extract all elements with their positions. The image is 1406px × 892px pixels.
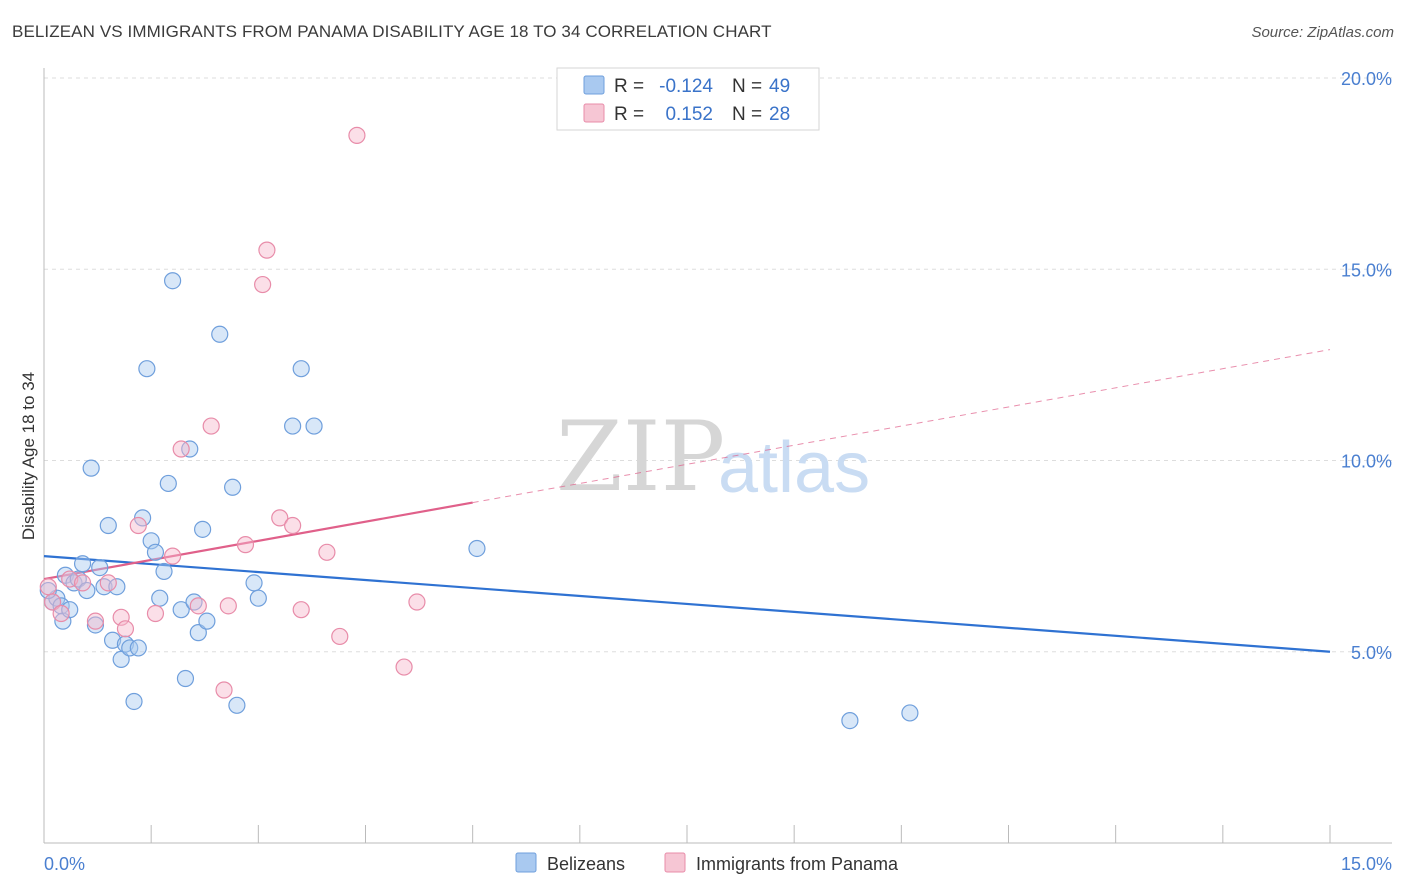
legend-r-label-blue: R = <box>614 76 644 97</box>
point-panama <box>408 593 426 611</box>
legend-n-label-blue: N = <box>732 76 762 97</box>
bottom-legend-swatch-belizeans <box>515 852 537 873</box>
point-belizeans <box>305 417 323 435</box>
point-belizeans <box>129 639 147 657</box>
point-belizeans <box>228 696 246 714</box>
point-panama <box>129 516 147 535</box>
point-panama <box>219 597 237 615</box>
legend-swatch-blue <box>583 75 605 95</box>
y-tick-label: 15.0% <box>1341 260 1392 280</box>
trend-line-panama <box>43 501 473 581</box>
point-belizeans <box>245 574 263 592</box>
point-belizeans <box>151 589 169 607</box>
point-belizeans <box>73 555 92 573</box>
point-panama <box>172 440 190 458</box>
point-panama <box>292 601 310 619</box>
point-belizeans <box>86 616 105 634</box>
point-panama <box>164 547 182 565</box>
point-panama <box>189 597 207 615</box>
point-belizeans <box>108 578 126 596</box>
legend-swatch-pink <box>583 103 605 123</box>
point-panama <box>116 620 135 638</box>
point-belizeans <box>99 516 117 535</box>
point-panama <box>39 578 57 596</box>
chart-title: BELIZEAN VS IMMIGRANTS FROM PANAMA DISAB… <box>12 22 772 41</box>
point-panama <box>86 612 105 630</box>
y-tick-label: 10.0% <box>1341 452 1392 472</box>
y-tick-label: 20.0% <box>1341 69 1392 89</box>
point-panama <box>284 516 302 535</box>
bottom-legend: Belizeans Immigrants from Panama <box>515 852 899 874</box>
point-belizeans <box>249 589 267 607</box>
point-panama <box>331 627 349 646</box>
source-label: Source: ZipAtlas.com <box>1251 24 1394 41</box>
point-belizeans <box>284 417 302 435</box>
point-belizeans <box>138 360 156 378</box>
y-axis-label: Disability Age 18 to 34 <box>19 372 38 540</box>
bottom-legend-swatch-panama <box>664 852 686 873</box>
point-belizeans <box>211 325 229 343</box>
point-belizeans <box>155 562 173 581</box>
scatter-points <box>39 126 919 730</box>
point-panama <box>202 417 220 435</box>
point-panama <box>99 574 117 592</box>
grid-lines <box>44 77 1392 653</box>
trend-lines <box>43 349 1331 653</box>
point-belizeans <box>224 478 242 496</box>
x-tick-label-max: 15.0% <box>1341 854 1392 874</box>
point-belizeans <box>841 711 859 730</box>
point-belizeans <box>91 558 109 577</box>
bottom-legend-belizeans: Belizeans <box>547 854 625 874</box>
y-tick-label: 5.0% <box>1351 643 1392 663</box>
trend-line-panama <box>472 349 1331 504</box>
point-belizeans <box>468 539 486 558</box>
legend-r-value-blue: -0.124 <box>659 76 713 97</box>
point-belizeans <box>176 669 195 688</box>
y-tick-labels: 5.0% 10.0% 15.0% 20.0% <box>1341 69 1392 663</box>
point-belizeans <box>901 704 919 722</box>
axes <box>43 68 1392 844</box>
bottom-legend-panama: Immigrants from Panama <box>696 854 899 874</box>
point-belizeans <box>82 459 100 477</box>
point-panama <box>61 570 79 588</box>
point-belizeans <box>146 543 165 561</box>
point-belizeans <box>292 360 310 378</box>
point-panama <box>271 509 289 527</box>
watermark-atlas: atlas <box>718 428 870 508</box>
legend-r-value-pink: 0.152 <box>665 104 713 125</box>
x-tick-marks <box>43 825 1331 843</box>
point-panama <box>146 604 165 623</box>
watermark: ZIP atlas <box>556 401 870 513</box>
point-belizeans <box>159 474 177 493</box>
x-tick-label-min: 0.0% <box>44 854 85 874</box>
point-panama <box>395 658 413 676</box>
point-belizeans <box>164 272 182 290</box>
watermark-zip: ZIP <box>556 401 725 513</box>
point-panama <box>43 593 62 611</box>
legend-n-value-blue: 49 <box>769 76 790 97</box>
point-panama <box>73 574 92 592</box>
legend-box: R = -0.124 N = 49 R = 0.152 N = 28 <box>556 67 820 131</box>
point-panama <box>236 536 255 554</box>
point-belizeans <box>194 520 212 538</box>
point-panama <box>254 275 272 294</box>
point-panama <box>318 543 336 561</box>
point-panama <box>348 126 366 144</box>
point-belizeans <box>189 624 207 642</box>
point-panama <box>215 681 233 699</box>
point-belizeans <box>198 612 216 630</box>
legend-n-label-pink: N = <box>732 104 762 125</box>
point-belizeans <box>125 692 143 711</box>
point-belizeans <box>172 601 190 619</box>
legend-r-label-pink: R = <box>614 104 644 125</box>
point-belizeans <box>103 631 122 649</box>
point-panama <box>258 241 276 259</box>
point-panama <box>52 604 70 623</box>
legend-n-value-pink: 28 <box>769 104 790 125</box>
point-belizeans <box>61 601 79 619</box>
trend-line-belizeans <box>43 555 1331 653</box>
